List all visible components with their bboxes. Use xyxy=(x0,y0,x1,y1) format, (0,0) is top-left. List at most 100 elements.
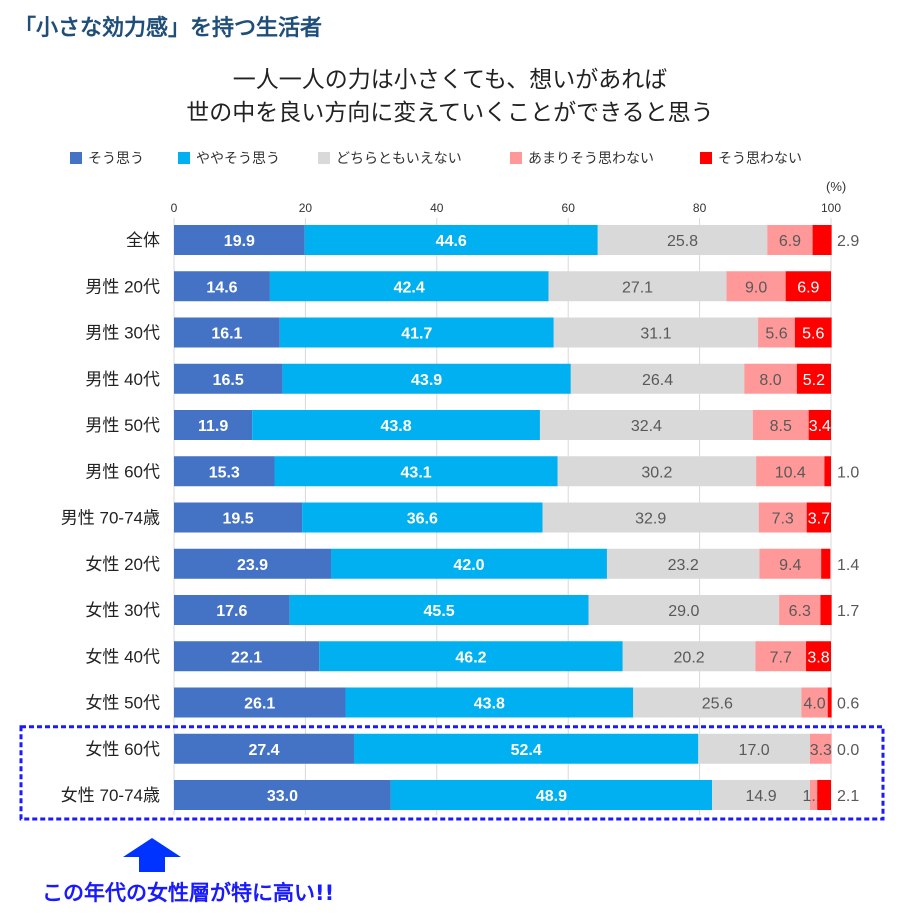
bar-segment xyxy=(174,456,275,487)
category-label: 男性 30代 xyxy=(85,324,160,343)
category-label: 男性 20代 xyxy=(85,277,160,296)
data-label: 7.7 xyxy=(770,649,792,666)
bar-segment xyxy=(269,271,549,302)
bar-segment xyxy=(570,363,745,394)
bar-segment xyxy=(174,733,355,764)
bar-segment xyxy=(633,687,802,718)
bar-segment xyxy=(698,733,810,764)
bar-segment xyxy=(539,410,753,440)
data-label: 19.9 xyxy=(224,233,255,250)
x-tick-label: 60 xyxy=(562,201,576,215)
legend-swatch xyxy=(510,152,522,164)
x-tick-label: 40 xyxy=(430,201,444,215)
data-label: 16.5 xyxy=(213,372,244,389)
bar-segment xyxy=(756,456,825,487)
bar-segment xyxy=(302,502,543,533)
data-label: 9.0 xyxy=(745,279,767,296)
bar-segment xyxy=(801,687,828,718)
bar-segment xyxy=(174,410,253,440)
data-label: 30.2 xyxy=(641,464,672,481)
category-label: 女性 60代 xyxy=(85,740,160,759)
bar-segment xyxy=(174,548,332,579)
bar-segment xyxy=(827,687,832,718)
data-label: 31.1 xyxy=(640,326,671,343)
data-label: 27.4 xyxy=(248,742,279,759)
bar-segment xyxy=(758,317,795,348)
data-label: 43.8 xyxy=(474,696,505,713)
data-label: 44.6 xyxy=(436,233,467,250)
data-label: 43.8 xyxy=(380,418,411,435)
data-label: 8.5 xyxy=(770,418,792,435)
bar-segment xyxy=(174,502,303,533)
bar-segment xyxy=(755,641,807,672)
bar-segment xyxy=(282,363,571,394)
category-label: 男性 40代 xyxy=(85,370,160,389)
bar-segment xyxy=(806,641,831,672)
data-label: 16.1 xyxy=(211,326,242,343)
data-label: 20.2 xyxy=(674,649,705,666)
data-label: 48.9 xyxy=(536,788,567,805)
bar-segment xyxy=(622,641,756,672)
bar-segment xyxy=(821,548,831,579)
page-title: 「小さな効力感」を持つ生活者 xyxy=(14,16,323,41)
bar-segment xyxy=(174,225,305,255)
data-label: 32.9 xyxy=(635,511,666,528)
bar-segment xyxy=(809,780,818,810)
bar-segment xyxy=(785,271,831,302)
data-label: 6.9 xyxy=(797,279,819,296)
data-label: 25.8 xyxy=(667,233,698,250)
x-tick-label: 100 xyxy=(821,201,841,215)
legend-swatch xyxy=(178,152,190,164)
data-label: 41.7 xyxy=(401,326,432,343)
legend-label: ややそう思う xyxy=(196,150,280,166)
data-label: 43.9 xyxy=(411,372,442,389)
category-label: 女性 20代 xyxy=(85,555,160,574)
category-label: 女性 30代 xyxy=(85,601,160,620)
data-label-outside: 0.0 xyxy=(837,742,859,759)
bar-segment xyxy=(174,641,320,672)
data-label: 3.4 xyxy=(809,418,831,435)
data-label-outside: 1.4 xyxy=(837,557,859,574)
bar-segment xyxy=(588,595,780,625)
data-label: 8.0 xyxy=(759,372,781,389)
legend-label: そう思う xyxy=(88,150,144,166)
bar-segment xyxy=(252,410,540,440)
data-label: 6.9 xyxy=(779,233,801,250)
data-label-outside: 1.0 xyxy=(837,464,859,481)
data-label: 52.4 xyxy=(511,742,542,759)
data-label: 23.9 xyxy=(237,557,268,574)
bar-segment xyxy=(390,780,713,810)
data-label: 10.4 xyxy=(775,464,806,481)
bar-segment xyxy=(331,548,607,579)
bar-segment xyxy=(712,780,810,810)
bar-segment xyxy=(796,363,831,394)
data-label: 5.6 xyxy=(765,326,787,343)
bar-segment xyxy=(279,317,554,348)
category-label: 女性 40代 xyxy=(85,647,160,666)
bar-segment xyxy=(812,225,832,255)
up-arrow-icon xyxy=(123,838,181,872)
data-label: 42.4 xyxy=(394,279,425,296)
bar-segment xyxy=(557,456,757,487)
data-label: 5.2 xyxy=(803,372,825,389)
bar-segment xyxy=(174,271,270,302)
data-label: 36.6 xyxy=(407,511,438,528)
data-label: 11.9 xyxy=(198,418,228,435)
data-label-outside: 0.6 xyxy=(837,696,859,713)
data-label: 7.3 xyxy=(772,511,794,528)
bar-segment xyxy=(597,225,768,255)
x-tick-label: 0 xyxy=(171,201,178,215)
data-label: 3.7 xyxy=(808,511,830,528)
category-label: 男性 60代 xyxy=(85,462,160,481)
data-label-outside: 1.7 xyxy=(837,603,859,620)
bar-segment xyxy=(174,317,280,348)
legend-label: あまりそう思わない xyxy=(528,150,654,166)
bar-segment xyxy=(794,317,832,348)
data-label: 45.5 xyxy=(424,603,455,620)
category-label: 男性 70-74歳 xyxy=(61,509,160,528)
data-label: 5.6 xyxy=(802,326,824,343)
bar-segment xyxy=(824,456,831,487)
bar-segment xyxy=(817,780,831,810)
data-label: 3.3 xyxy=(810,742,832,759)
